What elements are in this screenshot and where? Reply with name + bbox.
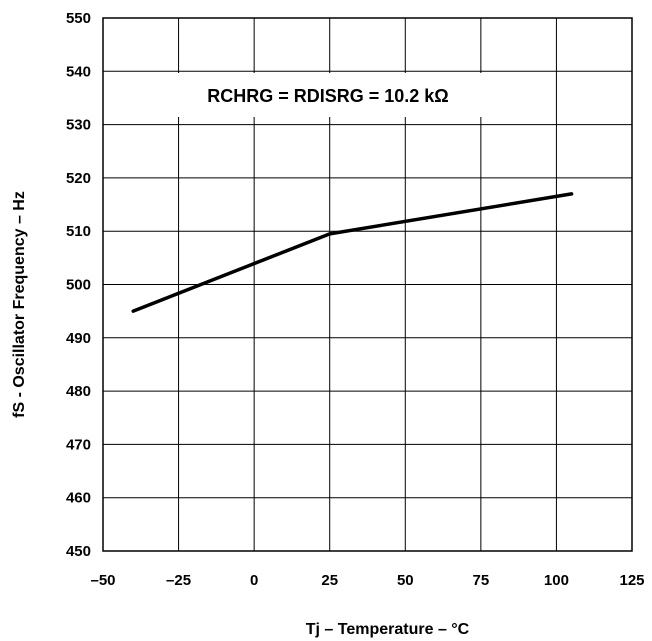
y-tick-label: 480 — [66, 383, 91, 400]
y-tick-label: 550 — [66, 10, 91, 27]
y-tick-label: 470 — [66, 436, 91, 453]
y-tick-label: 460 — [66, 490, 91, 507]
series-line — [131, 192, 574, 313]
x-tick-label: –50 — [90, 572, 115, 589]
x-tick-labels: –50 –25 0 25 50 75 100 125 — [90, 572, 644, 589]
y-tick-labels: 450 460 470 480 490 500 510 520 530 540 550 — [66, 10, 91, 560]
y-tick-label: 520 — [66, 170, 91, 187]
grid-lines — [103, 18, 632, 551]
y-tick-label: 510 — [66, 223, 91, 240]
series-group — [131, 192, 574, 313]
y-tick-label: 490 — [66, 330, 91, 347]
y-tick-label: 500 — [66, 277, 91, 294]
y-tick-label: 530 — [66, 117, 91, 134]
x-tick-label: 75 — [473, 572, 490, 589]
plot-frame — [102, 17, 633, 552]
x-tick-label: 50 — [397, 572, 414, 589]
annotation-text: RCHRG = RDISRG = 10.2 kΩ — [207, 86, 449, 106]
y-tick-label: 450 — [66, 543, 91, 560]
x-tick-label: 125 — [619, 572, 644, 589]
annotation-background — [148, 73, 508, 117]
x-tick-label: 25 — [321, 572, 338, 589]
y-tick-label: 540 — [66, 63, 91, 80]
x-axis-label: Tj – Temperature – °C — [306, 621, 470, 638]
x-tick-label: 100 — [544, 572, 569, 589]
x-tick-label: –25 — [166, 572, 191, 589]
x-tick-label: 0 — [250, 572, 258, 589]
y-axis-label: fS - Oscillator Frequency – Hz — [11, 191, 28, 418]
